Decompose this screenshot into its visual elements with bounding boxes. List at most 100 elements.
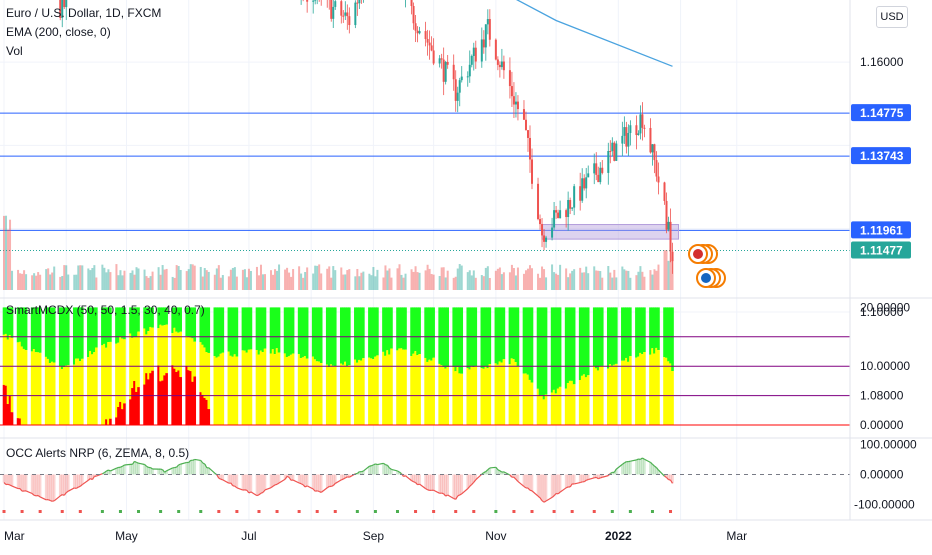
mcdx-bar-yellow — [95, 347, 98, 425]
volume-bar — [49, 274, 51, 290]
volume-bar — [649, 270, 651, 290]
volume-bar — [413, 272, 415, 290]
osc-line-segment — [221, 479, 223, 480]
osc-signal-dot — [494, 510, 497, 513]
volume-bar — [11, 271, 13, 290]
volume-bar — [63, 265, 65, 290]
volume-bar — [334, 270, 336, 290]
volume-bar — [569, 273, 571, 290]
mcdx-bar-green — [460, 307, 463, 373]
volume-bar — [417, 272, 419, 290]
volume-bar — [328, 266, 330, 290]
candle — [354, 3, 356, 25]
volume-bar — [621, 267, 623, 290]
mcdx-bar-yellow — [250, 349, 253, 425]
candle — [358, 0, 360, 3]
volume-bar — [51, 273, 53, 290]
volume-bar — [298, 266, 300, 290]
osc-signal-dot — [79, 510, 82, 513]
volume-bar — [3, 216, 5, 290]
osc-signal-dot — [356, 510, 359, 513]
mcdx-bar-red — [193, 376, 196, 425]
mcdx-bar-red — [11, 412, 14, 425]
osc-signal-dot — [454, 510, 457, 513]
mcdx-bar-yellow — [179, 332, 182, 377]
volume-bar — [326, 269, 328, 290]
volume-bar — [75, 275, 77, 290]
volume-bar — [513, 268, 515, 290]
volume-bar — [278, 264, 280, 290]
volume-bar — [330, 278, 332, 290]
candle — [543, 235, 545, 241]
candle — [643, 128, 645, 129]
volume-bar — [61, 276, 63, 290]
volume-bar — [186, 271, 188, 290]
mcdx-bar-green — [671, 307, 674, 371]
mcdx-bar-yellow — [615, 364, 618, 425]
time-tick-label: Mar — [4, 529, 25, 543]
volume-bar — [166, 269, 168, 290]
mcdx-bar-yellow — [278, 353, 281, 425]
osc-line-segment — [669, 480, 671, 481]
volume-bar — [401, 275, 403, 290]
volume-bar — [216, 268, 218, 290]
candle — [579, 186, 581, 201]
volume-bar — [431, 274, 433, 290]
candle — [419, 31, 421, 33]
osc-signal-dot — [298, 510, 301, 513]
volume-bar — [284, 270, 286, 290]
volume-bar — [230, 270, 232, 290]
mcdx-bar-yellow — [362, 358, 365, 425]
volume-bar — [19, 273, 21, 290]
currency-button[interactable]: USD — [876, 6, 908, 28]
candle — [471, 56, 473, 65]
candle — [332, 7, 334, 19]
volume-bar — [346, 270, 348, 290]
volume-bar — [362, 272, 364, 290]
candle — [553, 210, 555, 227]
osc-line-segment — [50, 500, 52, 501]
candle — [334, 1, 336, 7]
mcdx-bar-green — [559, 307, 562, 386]
candle — [557, 213, 559, 219]
mcdx-bar-green — [587, 307, 590, 375]
osc-signal-dot — [396, 510, 399, 513]
support-zone — [542, 225, 679, 240]
candle — [555, 210, 557, 212]
candle — [527, 130, 529, 138]
candle — [613, 143, 615, 161]
volume-bar — [459, 264, 461, 290]
mcdx-bar-yellow — [545, 395, 548, 425]
osc-line-segment — [193, 459, 195, 460]
osc-line-segment — [317, 491, 319, 492]
osc-line-segment — [116, 467, 118, 468]
volume-bar — [53, 267, 55, 290]
volume-bar — [91, 268, 93, 290]
candle — [615, 144, 617, 161]
volume-bar — [517, 268, 519, 290]
candle — [627, 133, 629, 147]
price-badge: 1.11961 — [860, 223, 903, 237]
osc-signal-dot — [669, 510, 672, 513]
volume-bar — [148, 278, 150, 290]
candle — [597, 175, 599, 182]
candle — [651, 144, 653, 152]
volume-bar — [23, 270, 25, 290]
volume-bar — [47, 268, 49, 290]
volume-bar — [117, 275, 119, 290]
candle — [664, 182, 666, 201]
mcdx-bar-green — [390, 307, 393, 348]
volume-bar — [234, 267, 236, 290]
volume-bar — [272, 275, 274, 290]
osc-signal-dot — [316, 510, 319, 513]
volume-bar — [200, 267, 202, 290]
volume-bar — [288, 273, 290, 290]
candle — [541, 224, 543, 235]
osc-signal-dot — [432, 510, 435, 513]
osc-signal-dot — [571, 510, 574, 513]
volume-bar — [390, 278, 392, 290]
volume-bar — [573, 269, 575, 290]
candle — [433, 50, 435, 63]
mcdx-bar-yellow — [306, 359, 309, 425]
